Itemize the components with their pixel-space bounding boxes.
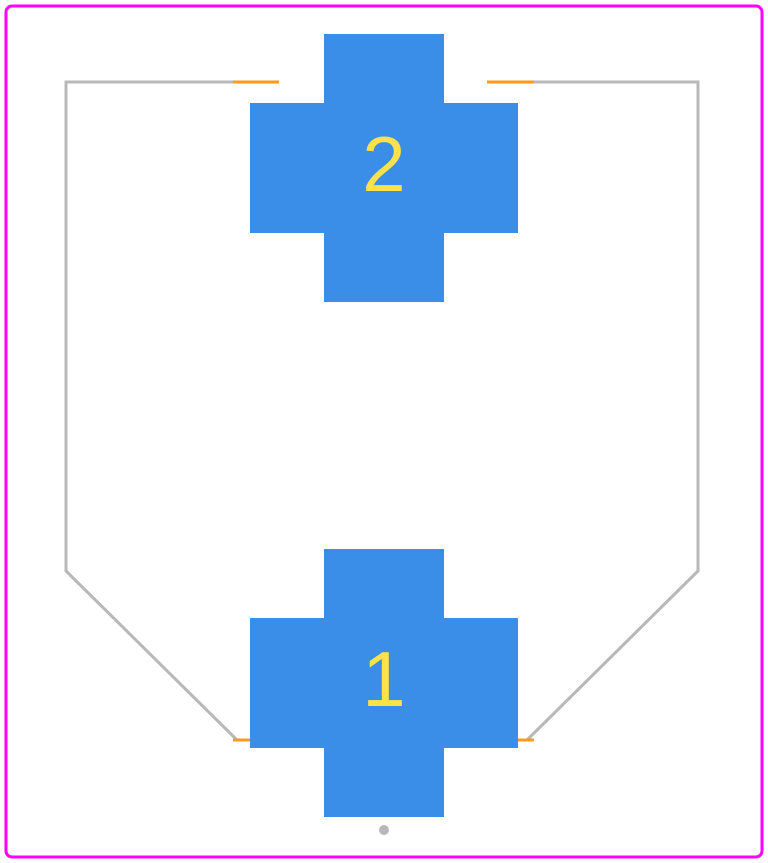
pad-label-2: 2 — [324, 125, 444, 203]
pad-label-1: 1 — [324, 640, 444, 718]
origin-marker-icon — [379, 825, 389, 835]
silkscreen-right — [507, 82, 698, 740]
footprint-canvas: 2 1 — [0, 0, 768, 863]
silkscreen-left — [66, 82, 260, 740]
